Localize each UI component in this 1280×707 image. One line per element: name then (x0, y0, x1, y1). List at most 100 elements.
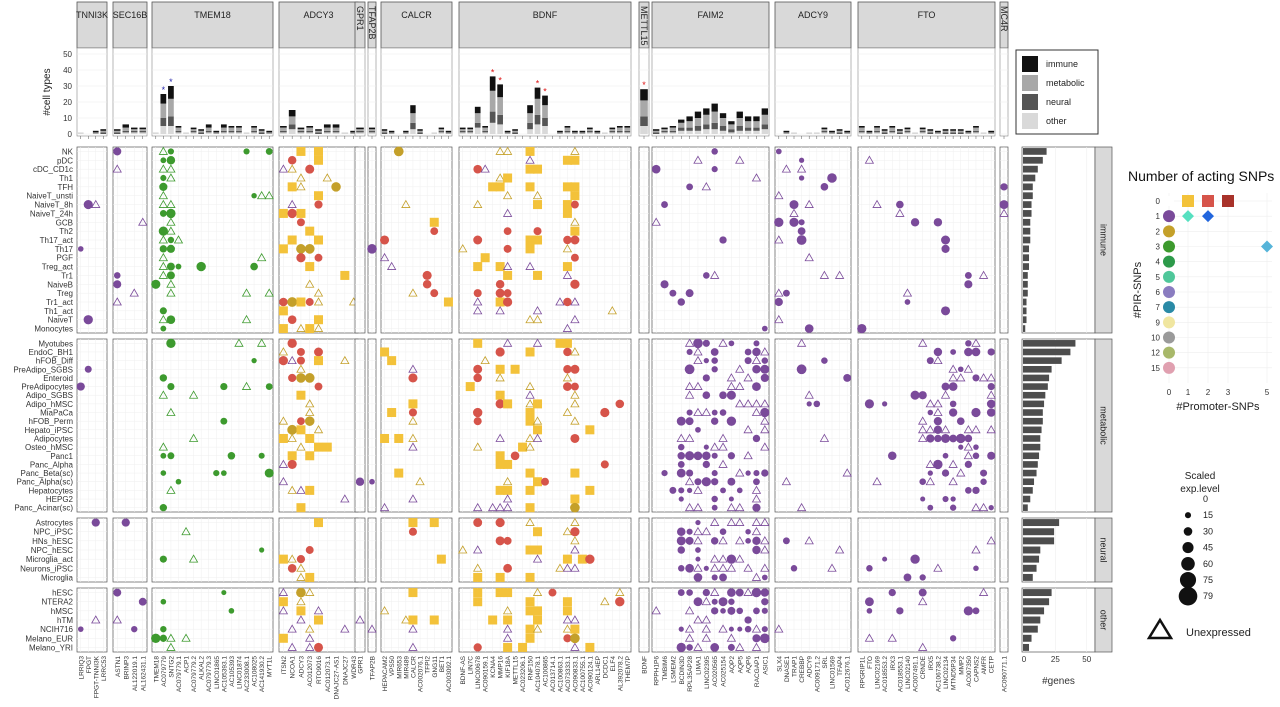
topbar-segment (228, 132, 235, 134)
pir-circle (942, 495, 949, 503)
unexpressed-triangle (570, 545, 580, 554)
unexpressed-triangle (287, 642, 297, 651)
unexpressed-triangle (296, 615, 306, 624)
topbar-segment (973, 130, 979, 133)
row-label: NPC_hESC (31, 546, 73, 555)
pir-circle (265, 383, 273, 390)
column-label: AC090159.1 (483, 656, 490, 693)
column-label: FPGT-TNNI3K (93, 655, 100, 698)
topbar-segment (183, 132, 189, 134)
column-label: ASIC1 (762, 656, 769, 675)
column-label: AC012676.1 (845, 656, 852, 693)
topbar-segment (410, 129, 416, 134)
promoter-square (555, 338, 565, 348)
x-axis-title: #genes (1042, 676, 1075, 687)
promoter-square (305, 226, 315, 236)
column-label: ARL14EP (595, 656, 602, 685)
pir-circle (473, 235, 483, 245)
pir-circle (430, 227, 439, 236)
topbar-segment (753, 116, 760, 122)
topbar-segment (858, 132, 865, 134)
pir-circle (1000, 183, 1008, 191)
topbar-segment (288, 116, 296, 125)
pir-circle (820, 183, 829, 191)
gene-count-bar (1023, 391, 1046, 399)
promoter-square (296, 425, 306, 435)
topbar-segment (988, 130, 995, 133)
promoter-square (473, 597, 483, 607)
topbar-segment (889, 130, 896, 133)
pir-circle (166, 315, 176, 325)
unexpressed-triangle (166, 642, 176, 651)
row-labels-other: hESCNTERA2hMSChTMNCIH716Melano_EURMelano… (25, 589, 73, 653)
topbar-segment (410, 105, 416, 114)
row-label: Enteroid (43, 374, 73, 383)
x-tick-label: 0 (1022, 655, 1027, 664)
gene-count-bar (1023, 478, 1035, 486)
row-label: Astrocytes (36, 519, 73, 528)
pir-circle (965, 487, 972, 494)
topbar-segment (368, 127, 376, 130)
unexpressed-triangle (760, 347, 770, 356)
unexpressed-triangle (781, 164, 792, 173)
column-label: THEM7P (625, 656, 632, 682)
row-label: Tr1_act (46, 298, 74, 307)
pir-circle (693, 573, 703, 582)
pir-circle (408, 527, 417, 536)
topbar-segment (459, 130, 466, 133)
pir-circle (279, 297, 288, 307)
size-legend-dot (1178, 586, 1198, 606)
topbar-segment (874, 126, 880, 128)
topbar-segment (403, 132, 409, 134)
gene-count-bar (1023, 183, 1033, 191)
topbar-segment (904, 129, 911, 131)
gene-count-bar (1023, 528, 1055, 536)
promoter-square (585, 642, 595, 652)
unexpressed-triangle (458, 545, 468, 554)
unexpressed-triangle (525, 314, 535, 324)
pir-circle (753, 470, 760, 477)
size-legend-title: exp.level (1180, 484, 1219, 495)
topbar-segment (889, 126, 896, 128)
gene-header-FAIM2 (651, 1, 770, 49)
unexpressed-triangle (709, 587, 720, 596)
legend-label: metabolic (1046, 78, 1085, 88)
topbar-segment (243, 132, 250, 134)
pir-circle (702, 451, 711, 461)
topbar-segment (711, 129, 718, 134)
promoter-square (503, 459, 513, 469)
topbar-segment (489, 111, 496, 123)
unexpressed-triangle (948, 476, 958, 486)
pir-circle-legend (1163, 301, 1175, 314)
unexpressed-triangle (986, 390, 996, 399)
pir-circle (744, 357, 752, 365)
row-label: Panc1 (50, 452, 73, 461)
row-label: Treg (57, 289, 73, 298)
topbar-segment (836, 129, 843, 131)
topbar-segment (467, 132, 474, 134)
topbar-segment (190, 130, 197, 133)
topbar-segment (661, 127, 668, 130)
legend-swatch-neural (1022, 94, 1038, 110)
topbar-segment (381, 129, 388, 131)
pir-circle (570, 433, 580, 443)
promoter-square (562, 262, 572, 272)
x-tick-label: 50 (1082, 655, 1091, 664)
topbar-segment (624, 127, 631, 131)
topbar-segment (168, 116, 174, 126)
topbar-segment (904, 127, 911, 130)
unexpressed-triangle (287, 199, 297, 208)
unexpressed-triangle (751, 526, 762, 536)
pir-circle (796, 235, 807, 245)
unexpressed-triangle (895, 208, 905, 217)
pir-circle (305, 164, 315, 174)
pir-circle (304, 243, 315, 254)
column-label: DNASE1 (784, 656, 791, 682)
gene-count-bar (1023, 555, 1040, 563)
unexpressed-triangle (532, 416, 543, 425)
pir-circle (710, 348, 719, 356)
pir-circle (760, 373, 769, 383)
unexpressed-triangle (701, 526, 712, 536)
pir-circle (278, 356, 288, 366)
gene-count-bar (1023, 495, 1031, 503)
